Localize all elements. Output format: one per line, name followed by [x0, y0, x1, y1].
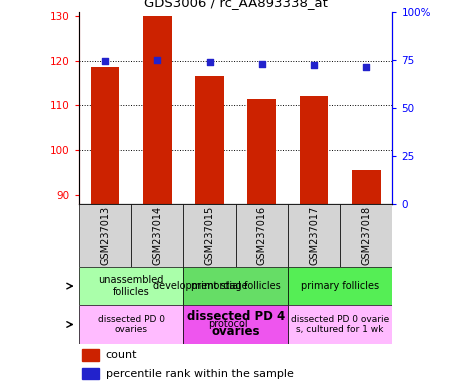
FancyBboxPatch shape: [288, 267, 392, 305]
Text: GSM237018: GSM237018: [361, 206, 371, 265]
FancyBboxPatch shape: [236, 204, 288, 267]
Bar: [82, 349, 99, 361]
Title: GDS3006 / rc_AA893338_at: GDS3006 / rc_AA893338_at: [144, 0, 327, 9]
Bar: [299, 96, 328, 204]
Point: [310, 62, 318, 68]
Text: dissected PD 0 ovarie
s, cultured for 1 wk: dissected PD 0 ovarie s, cultured for 1 …: [291, 315, 389, 334]
Text: GSM237017: GSM237017: [309, 205, 319, 265]
Bar: [143, 16, 172, 204]
Text: primordial follicles: primordial follicles: [191, 281, 281, 291]
Text: primary follicles: primary follicles: [301, 281, 379, 291]
Bar: [91, 67, 120, 204]
Point: [206, 59, 213, 65]
Bar: [248, 99, 276, 204]
FancyBboxPatch shape: [184, 204, 236, 267]
Text: protocol: protocol: [208, 319, 248, 329]
Bar: [352, 170, 381, 204]
FancyBboxPatch shape: [288, 204, 340, 267]
Text: dissected PD 4
ovaries: dissected PD 4 ovaries: [187, 311, 285, 338]
Text: GSM237015: GSM237015: [204, 205, 215, 265]
FancyBboxPatch shape: [79, 204, 131, 267]
FancyBboxPatch shape: [288, 305, 392, 344]
Text: development stage: development stage: [153, 281, 248, 291]
FancyBboxPatch shape: [340, 204, 392, 267]
FancyBboxPatch shape: [184, 305, 288, 344]
Text: dissected PD 0
ovaries: dissected PD 0 ovaries: [98, 315, 165, 334]
Text: count: count: [106, 350, 137, 360]
FancyBboxPatch shape: [131, 204, 184, 267]
FancyBboxPatch shape: [79, 305, 184, 344]
Text: percentile rank within the sample: percentile rank within the sample: [106, 369, 294, 379]
Point: [154, 56, 161, 63]
Point: [363, 64, 370, 70]
FancyBboxPatch shape: [79, 267, 184, 305]
FancyBboxPatch shape: [184, 267, 288, 305]
Text: unassembled
follicles: unassembled follicles: [98, 275, 164, 297]
Point: [101, 58, 109, 65]
Text: GSM237016: GSM237016: [257, 206, 267, 265]
Text: GSM237013: GSM237013: [100, 206, 110, 265]
Bar: [82, 368, 99, 379]
Text: GSM237014: GSM237014: [152, 206, 162, 265]
Bar: [195, 76, 224, 204]
Point: [258, 61, 265, 68]
